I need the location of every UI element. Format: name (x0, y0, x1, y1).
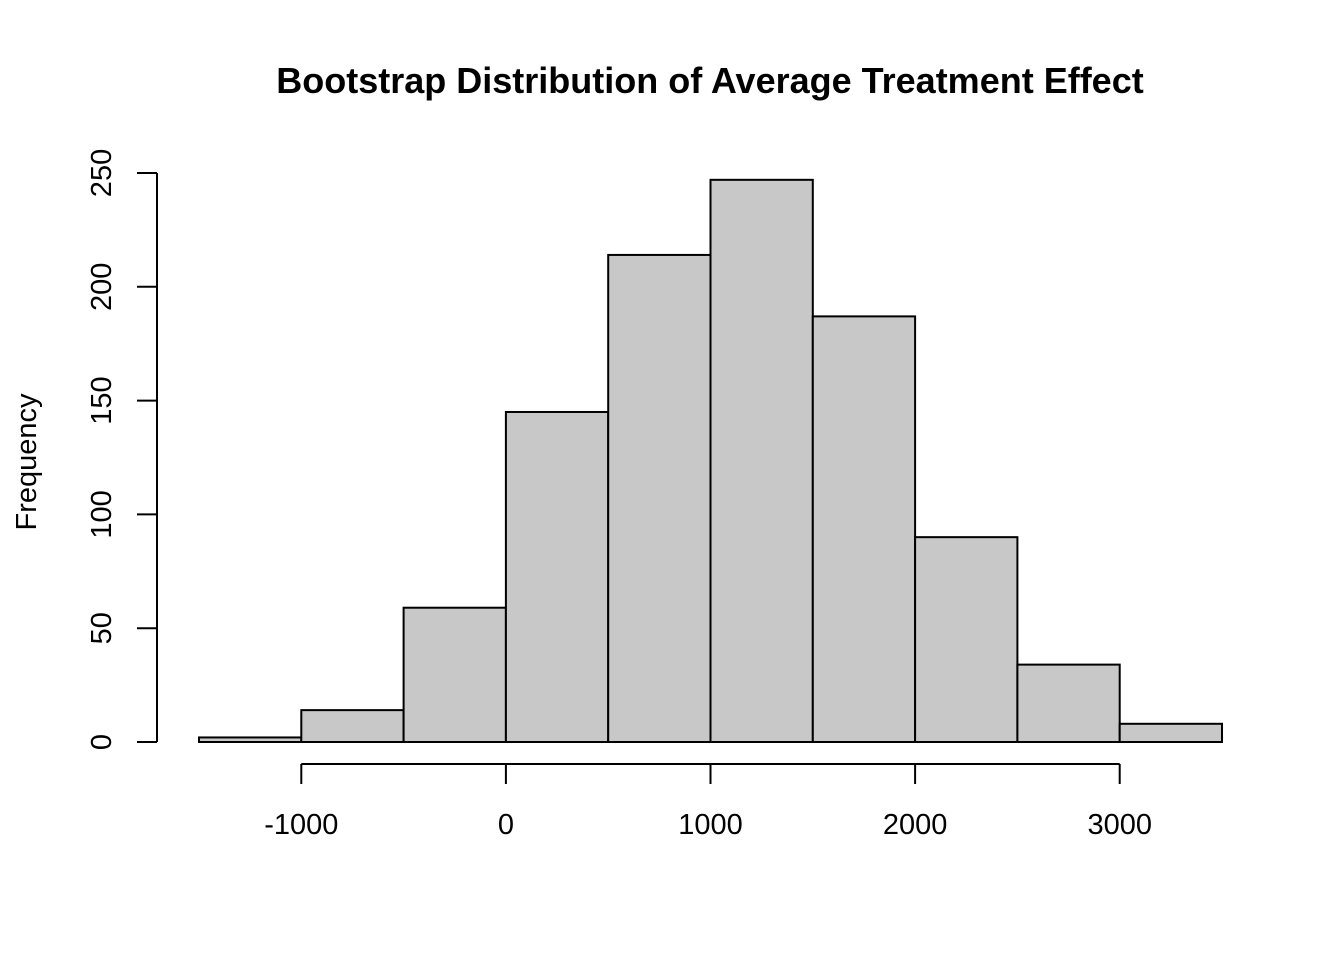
bars-group (198, 178, 1223, 744)
histogram-bar (1118, 722, 1223, 743)
x-tick-label: 1000 (678, 809, 743, 841)
x-tick-label: 0 (498, 809, 514, 841)
histogram-bar (198, 736, 303, 743)
histogram-bar (914, 536, 1019, 743)
y-tick-label: 50 (86, 612, 118, 644)
y-tick-label: 150 (86, 376, 118, 424)
x-tick-label: 3000 (1087, 809, 1152, 841)
chart-title: Bootstrap Distribution of Average Treatm… (276, 60, 1143, 101)
y-tick-label: 200 (86, 263, 118, 311)
histogram-bar (402, 606, 507, 743)
x-tick-label: -1000 (264, 809, 338, 841)
histogram-bar (811, 315, 917, 743)
y-axis: 0 50 100 150 200 250 (86, 149, 158, 750)
histogram-bar (300, 709, 405, 743)
x-axis: -1000 0 1000 2000 3000 (264, 763, 1152, 841)
histogram-bar (1016, 663, 1121, 744)
y-tick-label: 100 (86, 490, 118, 538)
y-axis-title: Frequency (11, 393, 43, 531)
histogram-bar (709, 178, 814, 743)
histogram-bar (607, 253, 712, 743)
y-tick-label: 0 (86, 734, 118, 750)
y-tick-label: 250 (86, 149, 118, 197)
x-tick-label: 2000 (883, 809, 948, 841)
histogram-bar (504, 410, 610, 743)
